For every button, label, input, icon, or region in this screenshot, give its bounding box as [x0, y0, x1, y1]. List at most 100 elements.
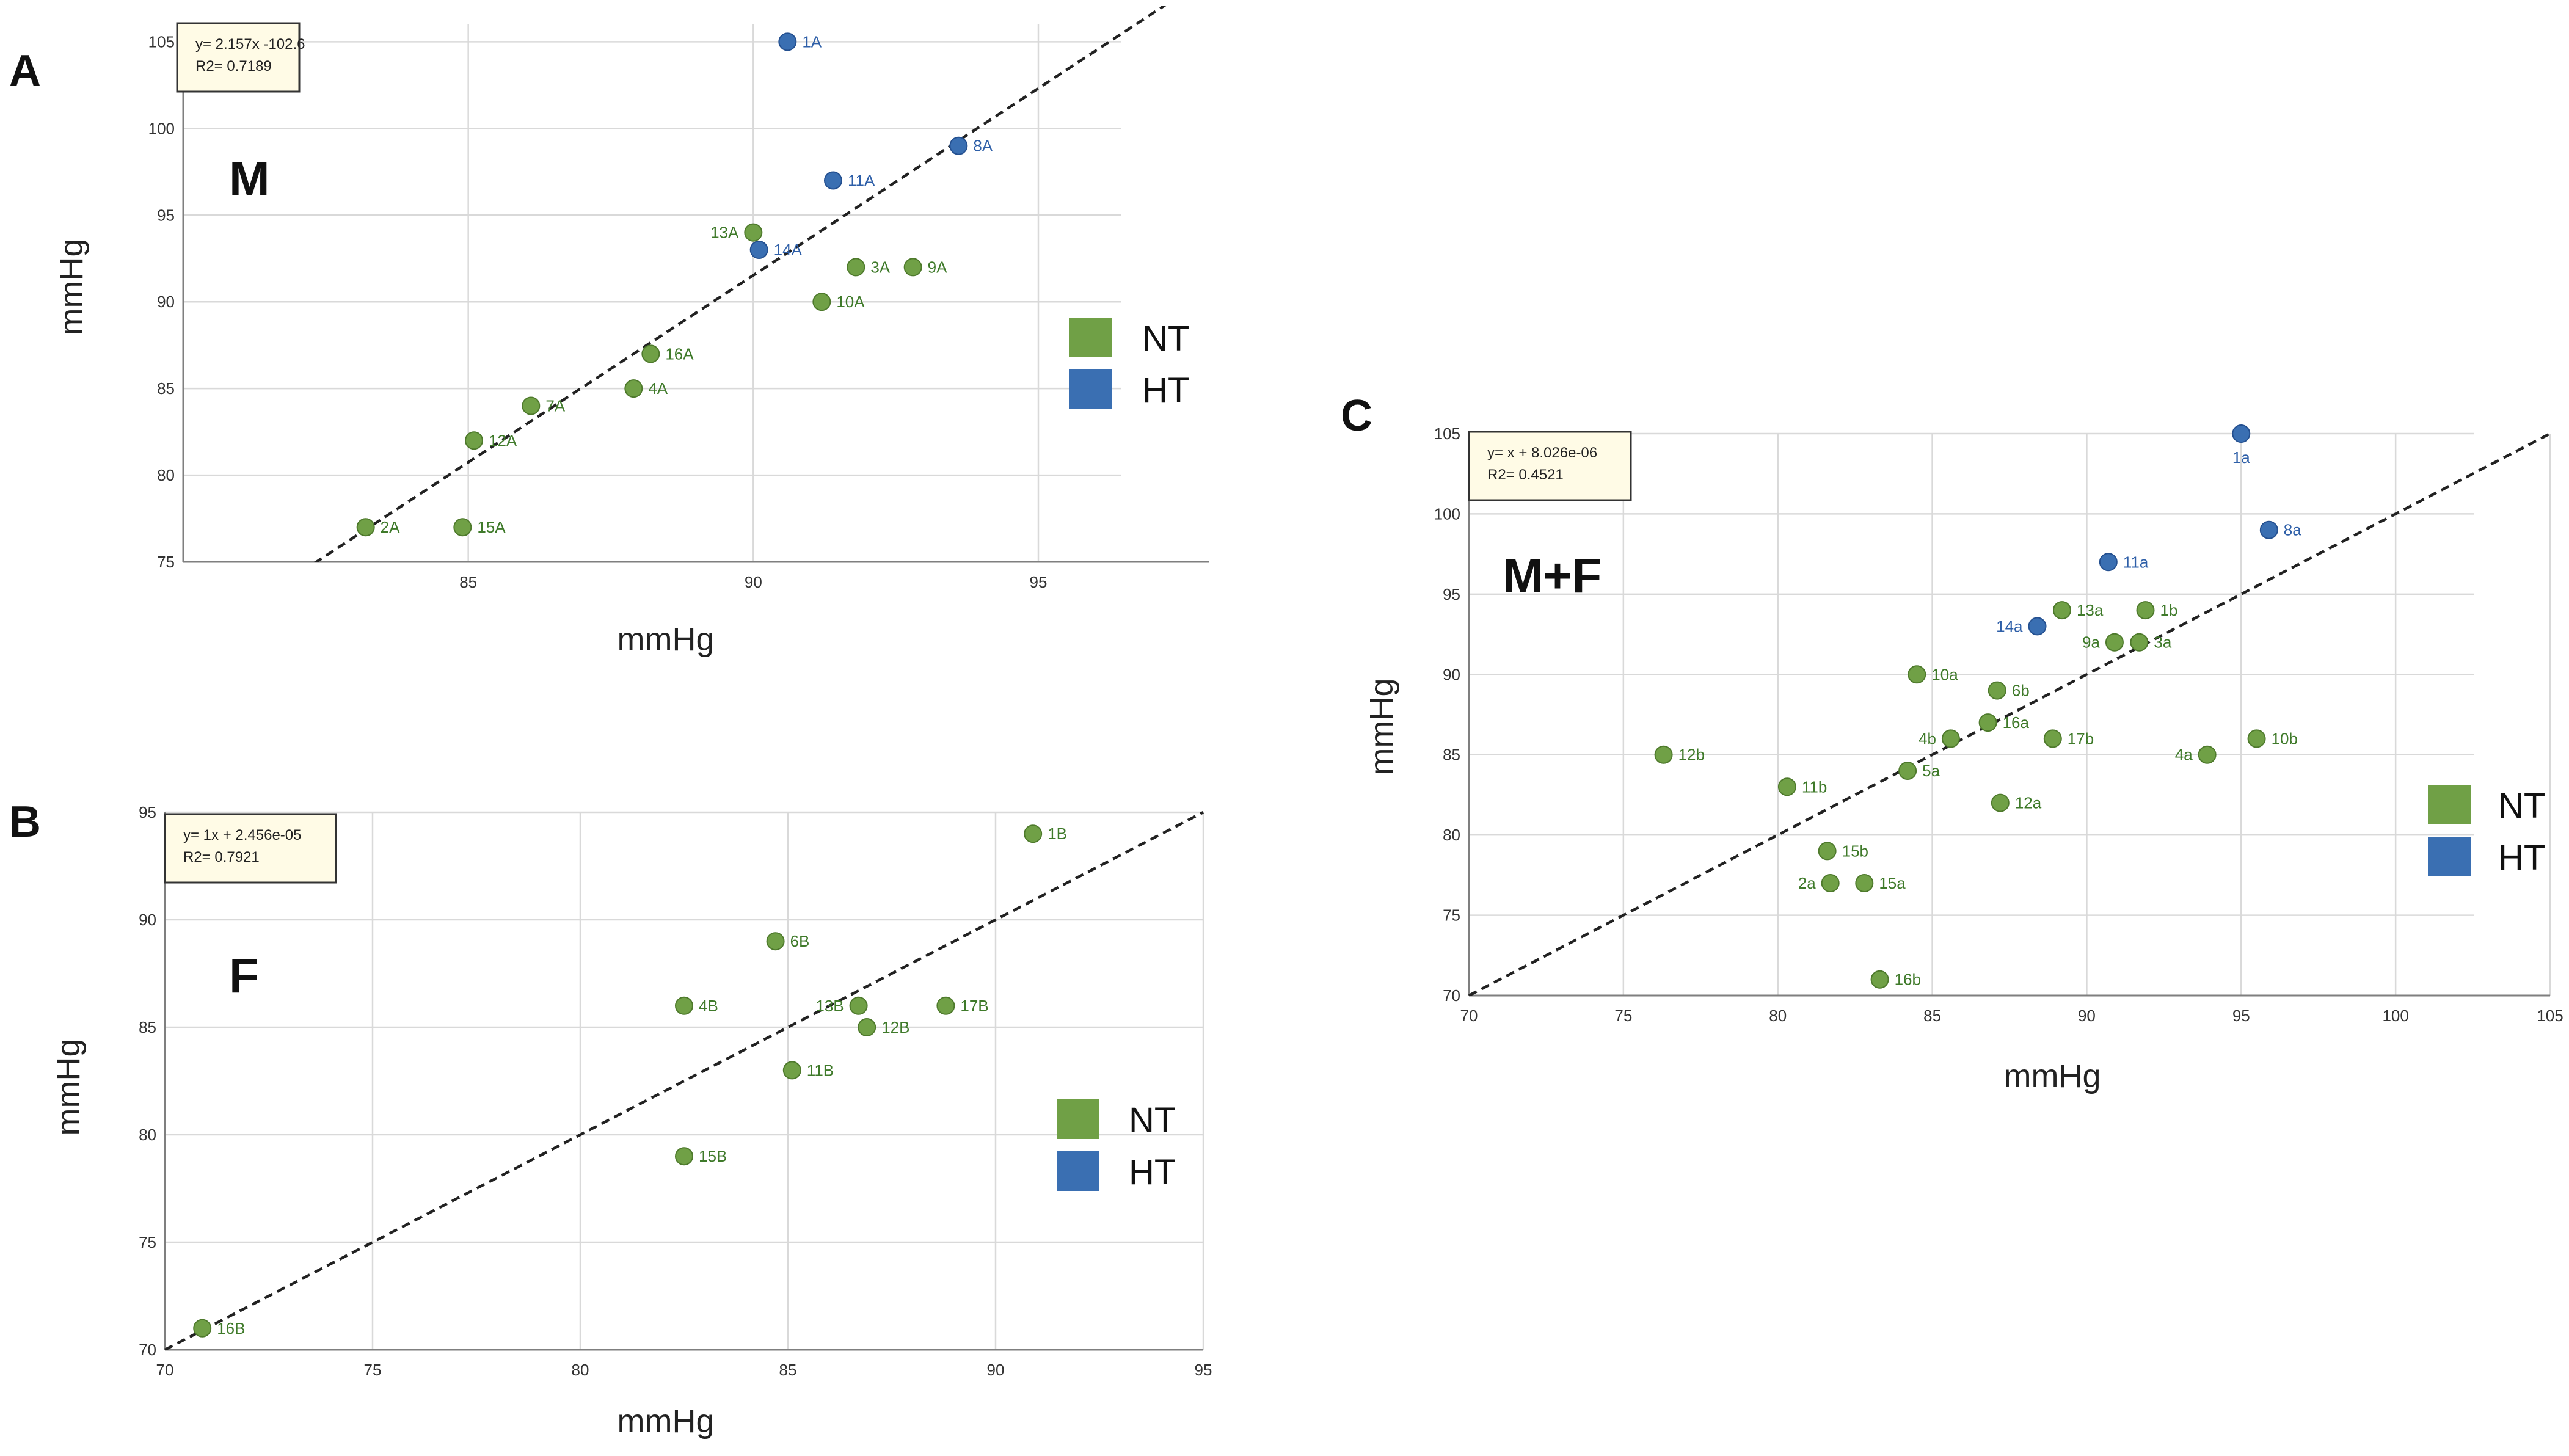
x-tick-label: 85: [459, 573, 477, 591]
data-point-15b: [1818, 842, 1837, 861]
data-point-10b: [2247, 729, 2266, 748]
panel-label: A: [9, 46, 41, 95]
y-tick-label: 75: [139, 1233, 156, 1251]
y-tick-label: 85: [157, 379, 175, 398]
equation-box: y= 1x + 2.456e-05 R2= 0.7921: [164, 813, 337, 884]
data-label: 1B: [1048, 824, 1067, 843]
data-label: 6B: [790, 932, 810, 950]
x-axis-label: mmHg: [618, 621, 715, 658]
data-label: 12B: [881, 1018, 909, 1036]
x-tick-label: 85: [779, 1361, 797, 1379]
data-point-1A: [778, 32, 797, 51]
data-label: 9A: [928, 258, 947, 276]
data-point-11b: [1777, 777, 1796, 796]
equation-box: y= x + 8.026e-06 R2= 0.4521: [1468, 431, 1632, 501]
y-tick-label: 70: [139, 1341, 156, 1359]
data-label: 3a: [2154, 633, 2171, 652]
panel-label: C: [1341, 391, 1372, 440]
panel-label: B: [9, 798, 41, 846]
trendline: [164, 811, 1204, 1350]
data-label: 9a: [2082, 633, 2100, 652]
legend-label-nt: NT: [2498, 786, 2545, 826]
data-label: 1a: [2232, 448, 2250, 467]
data-point-9a: [2105, 633, 2124, 652]
data-label: 15b: [1842, 842, 1868, 860]
data-point-5a: [1898, 762, 1917, 780]
data-point-15B: [675, 1147, 693, 1166]
data-point-4b: [1941, 729, 1960, 748]
data-point-15A: [453, 518, 472, 537]
x-tick-label: 85: [1923, 1006, 1941, 1025]
data-point-16B: [193, 1319, 212, 1338]
panel-C: 70 75 80 85 90 95 100 105 70 75 80 85 90 95 100 105 1a 8a…: [1341, 391, 2564, 1094]
y-tick-label: 70: [1443, 986, 1460, 1005]
data-point-4A: [624, 379, 643, 398]
data-point-6B: [766, 932, 785, 951]
data-point-10a: [1908, 665, 1926, 684]
x-tick-label: 95: [1195, 1361, 1212, 1379]
data-label: 6b: [2012, 682, 2030, 700]
data-point-1B: [1024, 824, 1043, 843]
x-tick-label: 70: [1460, 1006, 1478, 1025]
data-label: 11b: [1802, 777, 1827, 796]
data-label: 11A: [848, 171, 875, 189]
data-label: 1A: [802, 32, 822, 51]
y-axis-label: mmHg: [1363, 679, 1400, 776]
data-label: 2a: [1798, 874, 1816, 892]
data-point-12A: [465, 431, 483, 450]
equation-text: y= 1x + 2.456e-05: [183, 827, 301, 843]
data-point-11B: [782, 1061, 801, 1080]
data-point-2a: [1821, 874, 1840, 892]
data-point-16A: [641, 344, 660, 363]
data-point-7A: [522, 396, 541, 415]
legend-swatch-nt: [2428, 785, 2471, 824]
data-label: 16a: [2003, 713, 2030, 732]
data-point-1b: [2136, 601, 2155, 620]
x-tick-label: 105: [2537, 1006, 2563, 1025]
y-tick-label: 90: [157, 293, 175, 311]
data-point-9A: [903, 258, 922, 277]
equation-text: y= 2.157x -102.6: [195, 36, 305, 53]
x-tick-label: 75: [364, 1361, 382, 1379]
data-label: 1b: [2160, 601, 2178, 619]
y-tick-label: 105: [148, 32, 175, 51]
trendline: [313, 6, 1167, 562]
data-label: 13B: [815, 997, 844, 1015]
legend-swatch-nt: [1069, 318, 1112, 357]
data-label: 13A: [710, 224, 739, 242]
y-tick-label: 90: [1443, 665, 1460, 683]
data-point-1a: [2232, 424, 2251, 443]
y-tick-label: 80: [157, 466, 175, 484]
chart-title: M+F: [1503, 548, 1602, 603]
y-tick-label: 80: [1443, 826, 1460, 844]
data-point-13B: [849, 996, 868, 1015]
x-tick-label: 80: [1769, 1006, 1787, 1025]
trendline: [1468, 432, 2551, 996]
data-label: 5a: [1922, 762, 1940, 780]
y-axis-label: mmHg: [50, 1039, 87, 1136]
data-point-17B: [936, 996, 955, 1015]
data-label: 12a: [2015, 794, 2042, 812]
data-point-11A: [824, 171, 842, 190]
data-label: 17B: [960, 997, 988, 1015]
y-tick-label: 75: [157, 553, 175, 571]
x-tick-label: 100: [2382, 1006, 2408, 1025]
data-label: 17b: [2068, 729, 2094, 748]
legend-label-nt: NT: [1142, 319, 1189, 359]
data-label: 16b: [1895, 970, 1921, 989]
data-point-16a: [1978, 713, 1997, 732]
data-point-12a: [1991, 793, 2010, 812]
data-label: 10b: [2272, 729, 2298, 748]
panel-A: 75 80 85 90 95 100 105 85 90 95 1A 8A 11A 14A 13A 3A 9A 1…: [9, 6, 1209, 658]
data-label: 15A: [477, 518, 506, 536]
data-label: 3A: [870, 258, 890, 276]
data-point-11a: [2099, 553, 2118, 572]
legend-swatch-ht: [2428, 837, 2471, 876]
r2-text: R2= 0.7189: [195, 58, 272, 75]
y-tick-label: 85: [1443, 746, 1460, 764]
data-label: 16A: [665, 344, 694, 363]
data-label: 8A: [973, 137, 993, 155]
legend-label-ht: HT: [1142, 371, 1189, 410]
data-point-14a: [2028, 617, 2047, 636]
r2-text: R2= 0.7921: [183, 849, 260, 865]
